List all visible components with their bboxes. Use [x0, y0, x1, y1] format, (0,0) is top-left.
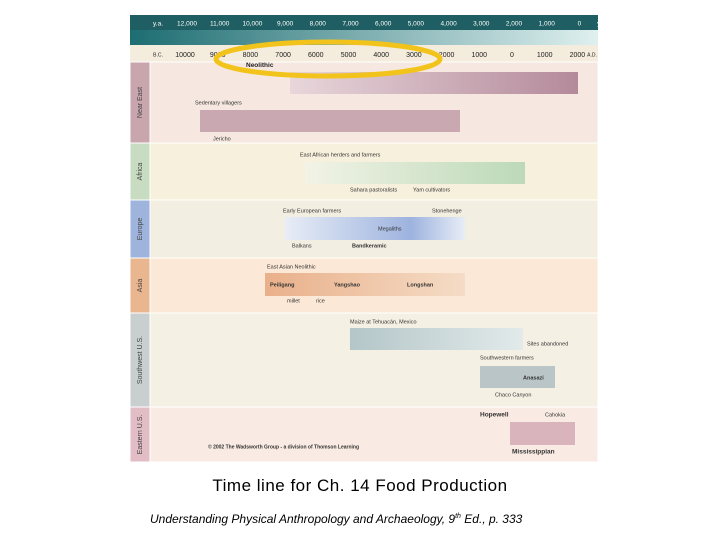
- bc-tick: 5000: [341, 52, 357, 59]
- ya-tick: 9,000: [277, 21, 294, 28]
- event-label: East African herders and farmers: [300, 152, 381, 158]
- bar: [480, 366, 555, 388]
- ya-tick: 0: [578, 21, 582, 28]
- ya-tick: 8,000: [310, 21, 327, 28]
- event-label: millet: [287, 298, 300, 304]
- region-label: Near East: [137, 87, 144, 118]
- ya-tick: 3,000: [473, 21, 490, 28]
- bc-tick: A.D.: [587, 52, 597, 58]
- highlight-ellipse: [213, 39, 443, 79]
- ya-tick: 11,000: [210, 21, 230, 28]
- region-label: Southwest U.S.: [137, 336, 144, 384]
- bc-tick: 2000: [439, 52, 455, 59]
- bc-tick: 7000: [275, 52, 291, 59]
- event-label: Bandkeramic: [352, 243, 387, 249]
- bar: [285, 217, 465, 240]
- event-label: Early European farmers: [283, 208, 341, 214]
- event-label: Mississippian: [512, 449, 555, 456]
- citation-end: Ed., p. 333: [461, 512, 523, 526]
- bc-tick: 10000: [175, 52, 195, 59]
- event-label: Longshan: [407, 282, 434, 288]
- bc-tick: 3000: [406, 52, 422, 59]
- event-label: Yam cultivators: [413, 187, 450, 193]
- caption-title: Time line for Ch. 14 Food Production: [212, 476, 507, 495]
- ya-tick: 10,000: [242, 21, 262, 28]
- bc-tick: 1000: [537, 52, 553, 59]
- ya-tick: 4,000: [440, 21, 457, 28]
- ya-tick: 5,000: [408, 21, 425, 28]
- ya-tick: y.a.: [597, 21, 607, 28]
- gradient-bar: [130, 30, 598, 45]
- bc-tick: 0: [510, 52, 514, 59]
- event-label: Sites abandoned: [527, 341, 568, 347]
- ya-tick: 2,000: [506, 21, 523, 28]
- bc-tick: 4000: [373, 52, 389, 59]
- bar: [510, 422, 575, 445]
- event-label: Sahara pastoralists: [350, 187, 397, 193]
- ya-tick: 1,000: [539, 21, 556, 28]
- region-label: Asia: [137, 279, 144, 293]
- bar: [200, 110, 460, 132]
- region-band: [129, 406, 151, 463]
- event-label: Megaliths: [378, 226, 402, 232]
- bar: [305, 162, 525, 184]
- event-label: Southwestern farmers: [480, 355, 534, 361]
- citation-text: Understanding Physical Anthropology and …: [150, 512, 455, 526]
- bc-tick: 2000: [570, 52, 586, 59]
- event-label: Hopewell: [480, 412, 509, 419]
- bc-tick: 6000: [308, 52, 324, 59]
- event-label: Sedentary villagers: [195, 100, 242, 106]
- region-label: Eastern U.S.: [137, 415, 144, 455]
- event-label: Anasazi: [523, 375, 544, 381]
- event-label: Jericho: [213, 136, 231, 142]
- bar: [265, 273, 465, 296]
- event-label: Maize at Tehuacán, Mexico: [350, 319, 417, 325]
- region-label: Europe: [137, 218, 144, 241]
- bc-tick: 1000: [472, 52, 488, 59]
- ya-bar: [130, 15, 598, 30]
- event-label: Stonehenge: [432, 208, 462, 214]
- event-label: Cahokia: [545, 412, 566, 418]
- bc-tick: 8000: [243, 52, 259, 59]
- ya-tick: 7,000: [342, 21, 359, 28]
- bar: [350, 328, 523, 350]
- citation: Understanding Physical Anthropology and …: [150, 512, 523, 526]
- event-label: Chaco Canyon: [495, 392, 531, 398]
- ya-tick: y.a.: [153, 21, 163, 28]
- bc-tick: B.C.: [153, 52, 163, 58]
- credit: © 2002 The Wadsworth Group - a division …: [208, 443, 359, 450]
- region-label: Africa: [137, 162, 144, 180]
- event-label: Yangshao: [334, 282, 361, 288]
- event-label: Balkans: [292, 243, 312, 249]
- citation-sup: th: [455, 513, 461, 520]
- event-label: rice: [316, 298, 325, 304]
- ya-tick: 6,000: [375, 21, 392, 28]
- event-label: Peiligang: [270, 282, 294, 288]
- bc-bar: [130, 45, 598, 62]
- event-label: East Asian Neolithic: [267, 264, 316, 270]
- period-label: Neolithic: [246, 62, 274, 69]
- ya-tick: 12,000: [177, 21, 197, 28]
